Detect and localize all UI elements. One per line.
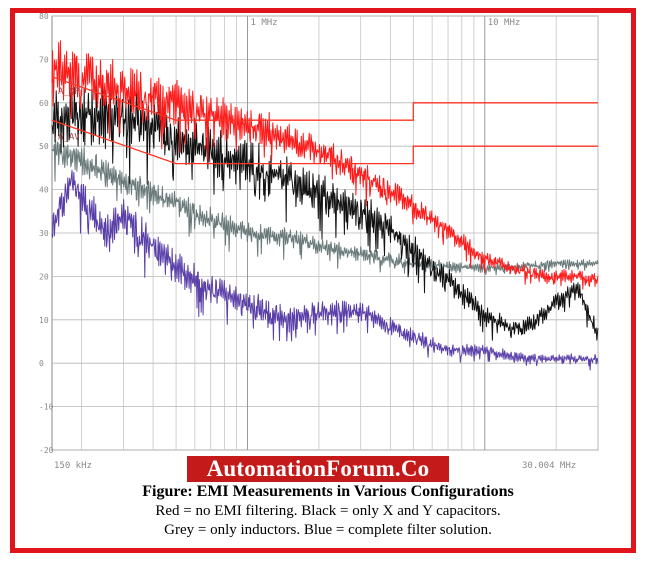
limit-line-a-av (51, 119, 598, 165)
trace-red-no-filter (51, 40, 599, 290)
y-tick-label: 10 (39, 316, 49, 325)
limit-label-av: A_AV (58, 133, 80, 143)
y-tick-label: -20 (39, 446, 54, 455)
freq-label-10mhz: 10 MHz (488, 18, 521, 28)
y-tick-label: -10 (39, 403, 54, 412)
freq-label-start: 150 kHz (54, 461, 92, 471)
watermark-banner: AutomationForum.Co (187, 456, 449, 482)
limit-label-qp: A_QP (58, 87, 80, 97)
y-tick-label: 80 (39, 12, 49, 21)
trace-blue-full-filter (51, 169, 599, 371)
y-tick-label: 0 (39, 359, 44, 368)
limit-line-a-qp (51, 76, 598, 121)
y-tick-label: 60 (39, 99, 49, 108)
trace-grey-inductors (51, 139, 599, 276)
y-tick-label: 40 (39, 186, 49, 195)
y-tick-label: 50 (39, 142, 49, 151)
freq-label-stop: 30.004 MHz (522, 461, 576, 471)
figure-caption-line1: Red = no EMI filtering. Black = only X a… (155, 503, 501, 519)
y-tick-label: 70 (39, 55, 49, 64)
figure-caption-line2: Grey = only inductors. Blue = complete f… (164, 522, 492, 538)
figure-caption-title: Figure: EMI Measurements in Various Conf… (142, 483, 514, 500)
y-tick-label: 30 (39, 229, 49, 238)
y-tick-label: 20 (39, 272, 49, 281)
freq-label-1mhz: 1 MHz (250, 18, 277, 28)
